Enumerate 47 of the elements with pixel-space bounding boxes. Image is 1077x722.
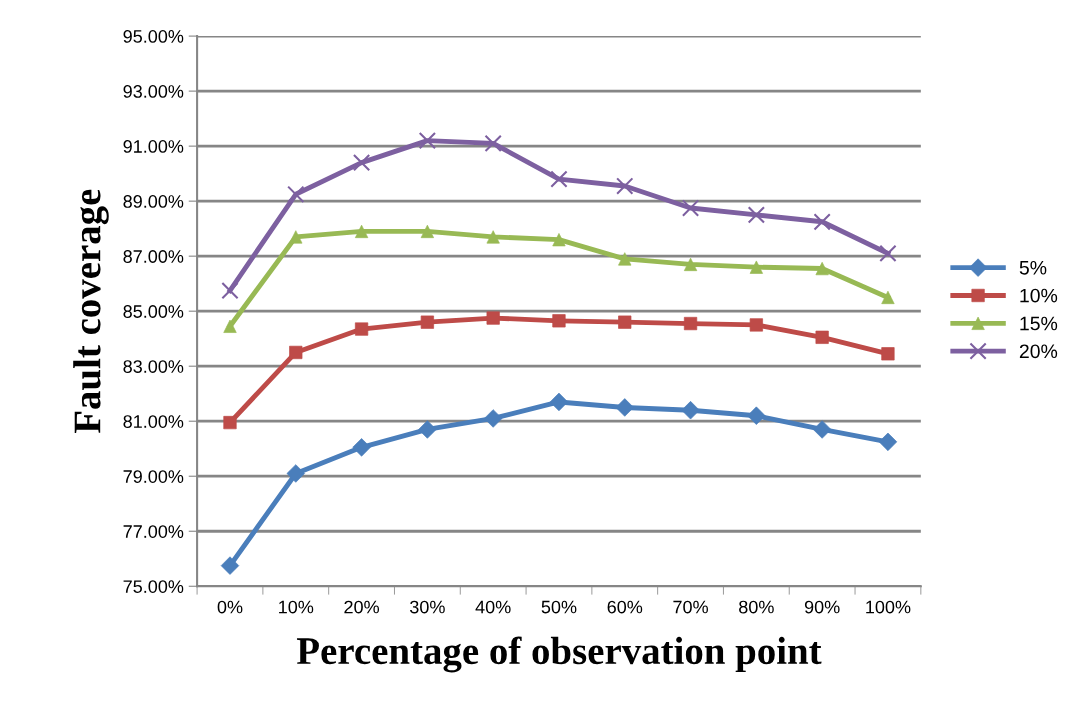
x-tick-label: 60% (607, 600, 643, 614)
x-tick-label: 20% (344, 600, 380, 614)
y-axis-title: Fault coverage (73, 189, 109, 434)
x-axis-title: Percentage of observation point (296, 636, 822, 673)
point (552, 233, 566, 247)
y-tick-label: 77.00% (123, 525, 184, 538)
x-tick-label: 30% (409, 600, 445, 614)
legend-label: 15% (1020, 316, 1058, 331)
y-tick-label: 91.00% (123, 140, 184, 153)
point (879, 244, 897, 263)
legend-label: 10% (1020, 288, 1058, 303)
y-tick-label: 87.00% (123, 250, 184, 263)
point (354, 322, 369, 336)
y-tick-label: 75.00% (123, 580, 184, 593)
y-tick-label: 95.00% (123, 30, 184, 43)
point (813, 213, 831, 231)
x-tick-label: 10% (279, 600, 314, 614)
x-tick-label: 70% (673, 600, 708, 614)
point (616, 177, 634, 195)
point (681, 199, 700, 217)
point (287, 185, 305, 203)
x-tick-label: 90% (804, 600, 840, 614)
point (220, 556, 240, 575)
y-tick-label: 85.00% (123, 305, 184, 318)
x-tick-label: 100% (866, 600, 911, 614)
y-tick-label: 83.00% (123, 360, 184, 373)
point (615, 398, 634, 417)
point (352, 153, 371, 172)
legend-label: 5% (1019, 260, 1047, 275)
point (749, 318, 763, 332)
point (747, 206, 766, 224)
point (550, 170, 568, 188)
x-tick-label: 40% (475, 600, 511, 614)
point (420, 224, 434, 239)
x-tick-label: 50% (541, 600, 577, 614)
point (683, 257, 698, 272)
x-tick-label: 80% (739, 600, 774, 614)
y-tick-label: 93.00% (123, 85, 184, 98)
legend-label: 20% (1019, 344, 1058, 359)
point (221, 281, 239, 300)
y-tick-label: 81.00% (123, 415, 184, 428)
point (418, 131, 437, 150)
y-tick-label: 89.00% (123, 195, 184, 208)
x-tick-label: 0% (217, 600, 243, 614)
point (484, 134, 502, 153)
point (289, 345, 303, 360)
y-tick-label: 79.00% (123, 470, 184, 483)
